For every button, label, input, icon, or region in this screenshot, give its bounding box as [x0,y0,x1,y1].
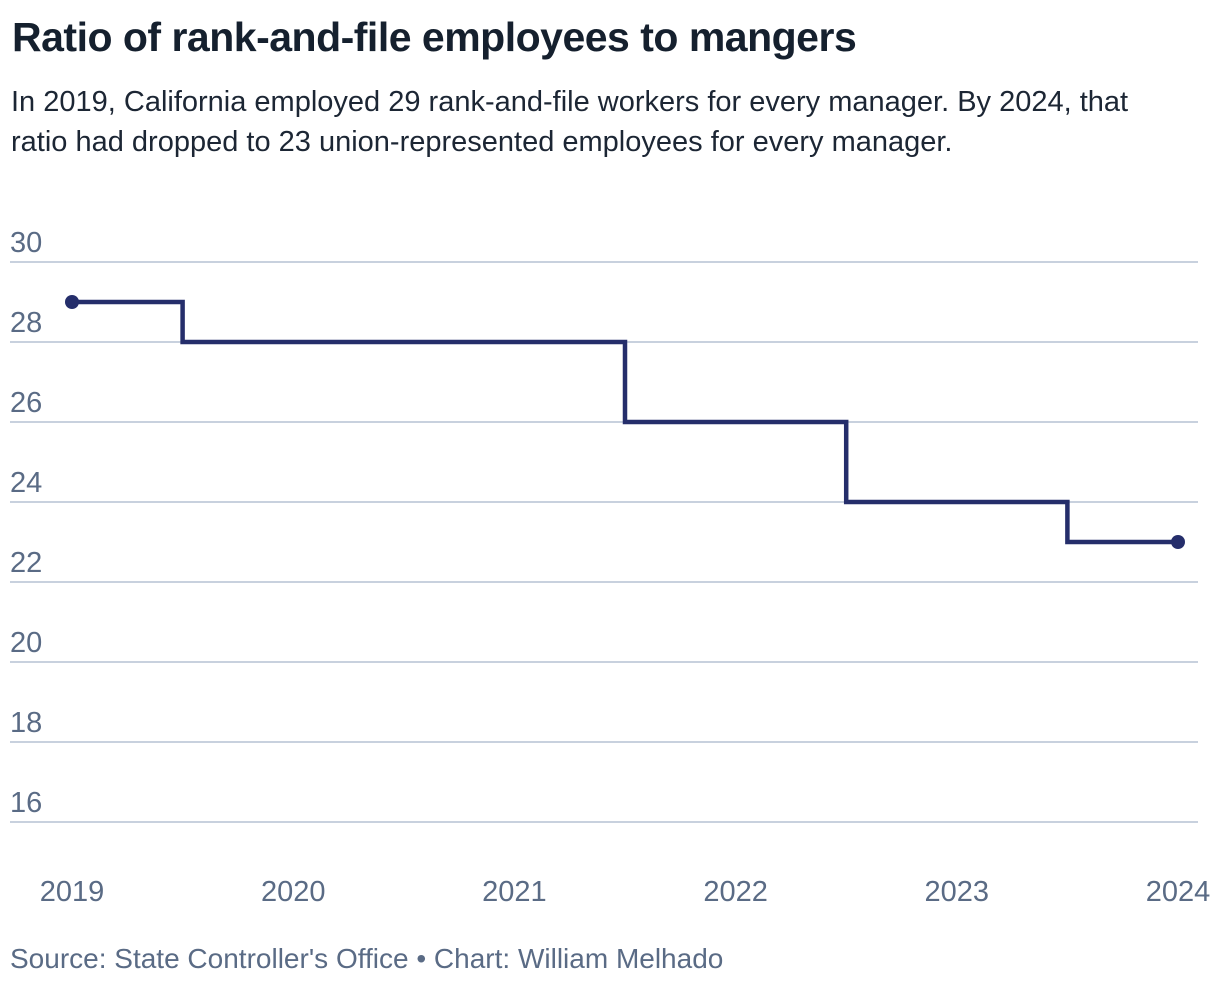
chart-title: Ratio of rank-and-file employees to mang… [12,14,857,60]
x-tick-label: 2019 [40,876,105,908]
y-tick-label: 30 [10,227,42,259]
x-tick-label: 2024 [1146,876,1211,908]
x-tick-label: 2022 [703,876,768,908]
chart-subtitle: In 2019, California employed 29 rank-and… [11,86,1129,158]
x-axis-labels: 2019 2020 2021 2022 2023 2024 [40,876,1211,908]
y-tick-label: 20 [10,627,42,659]
end-point-dot [1171,535,1185,549]
y-tick-label: 16 [10,787,42,819]
start-point-dot [65,295,79,309]
x-tick-label: 2023 [925,876,990,908]
y-tick-label: 22 [10,547,42,579]
y-axis-labels: 30 28 26 24 22 20 18 16 [10,227,42,819]
y-tick-label: 18 [10,707,42,739]
step-line-series [72,299,1178,545]
x-tick-label: 2021 [482,876,547,908]
y-tick-label: 24 [10,467,42,499]
y-tick-label: 28 [10,307,42,339]
series-endpoint-dots [65,295,1185,549]
source-caption: Source: State Controller's Office • Char… [10,943,724,974]
x-tick-label: 2020 [261,876,326,908]
step-chart-plot-area: 30 28 26 24 22 20 18 16 2019 2020 2021 2022 2023 202… [10,227,1211,908]
y-tick-label: 26 [10,387,42,419]
gridlines [10,261,1198,823]
